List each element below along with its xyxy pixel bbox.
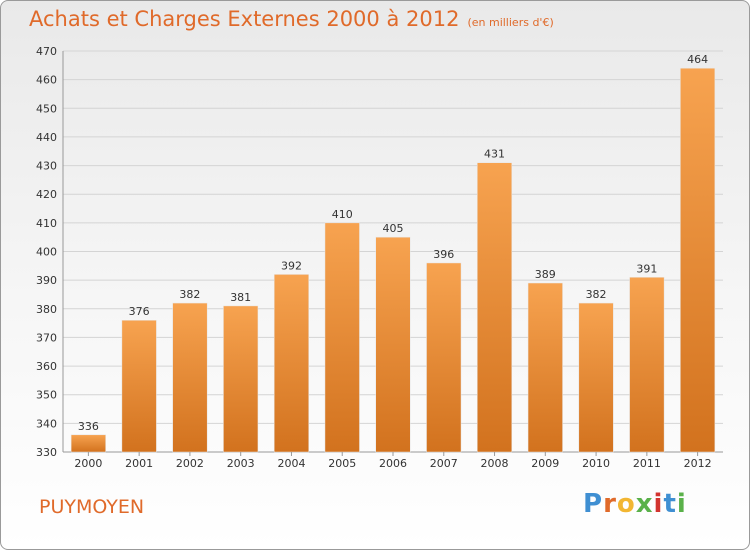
data-label-2003: 381 bbox=[230, 291, 251, 304]
data-label-2006: 405 bbox=[383, 222, 404, 235]
data-label-2005: 410 bbox=[332, 208, 353, 221]
bar-2007 bbox=[426, 262, 462, 453]
logo-letter: i bbox=[653, 489, 664, 519]
data-label-2009: 389 bbox=[535, 268, 556, 281]
commune-name: PUYMOYEN bbox=[39, 496, 145, 518]
chart-title-text: Achats et Charges Externes 2000 à 2012 bbox=[29, 7, 460, 31]
x-tick-label-2002: 2002 bbox=[176, 457, 204, 470]
proxiti-logo: Proxiti bbox=[583, 489, 687, 519]
bars bbox=[70, 67, 716, 453]
data-label-2008: 431 bbox=[484, 148, 505, 161]
y-tick-label: 420 bbox=[36, 188, 57, 201]
bar-2012 bbox=[680, 67, 716, 453]
data-label-2011: 391 bbox=[636, 262, 657, 275]
y-tick-label: 370 bbox=[36, 331, 57, 344]
x-tick-label-2008: 2008 bbox=[481, 457, 509, 470]
x-tick-label-2000: 2000 bbox=[74, 457, 102, 470]
bar-2000 bbox=[70, 434, 106, 453]
x-tick-label-2006: 2006 bbox=[379, 457, 407, 470]
logo-letter: t bbox=[663, 489, 677, 519]
x-tick-label-2011: 2011 bbox=[633, 457, 661, 470]
bar-2001 bbox=[121, 319, 157, 453]
bar-2004 bbox=[273, 274, 309, 453]
bar-2008 bbox=[477, 162, 513, 453]
data-label-2004: 392 bbox=[281, 259, 302, 272]
x-tick-label-2001: 2001 bbox=[125, 457, 153, 470]
bar-2005 bbox=[324, 222, 360, 453]
chart-subtitle: (en milliers d'€) bbox=[467, 16, 554, 29]
y-tick-labels: 330 340 350 360 370 380 390 400 410 420 430 440 450 4… bbox=[36, 45, 57, 459]
data-labels: 336 376 382 381 392 410 405 396 431 389 382 391 464 bbox=[78, 53, 708, 433]
bar-2009 bbox=[527, 282, 563, 453]
data-label-2010: 382 bbox=[586, 288, 607, 301]
y-tick-label: 470 bbox=[36, 45, 57, 58]
y-tick-label: 340 bbox=[36, 417, 57, 430]
x-tick-label-2010: 2010 bbox=[582, 457, 610, 470]
bar-2011 bbox=[629, 277, 665, 453]
bar-2003 bbox=[223, 305, 259, 453]
bar-2002 bbox=[172, 302, 208, 453]
y-tick-label: 380 bbox=[36, 303, 57, 316]
y-tick-label: 440 bbox=[36, 131, 57, 144]
x-tick-label-2012: 2012 bbox=[684, 457, 712, 470]
x-tick-label-2003: 2003 bbox=[227, 457, 255, 470]
x-tick-label-2009: 2009 bbox=[531, 457, 559, 470]
logo-letter: i bbox=[676, 489, 687, 519]
y-tick-label: 330 bbox=[36, 446, 57, 459]
y-tick-label: 460 bbox=[36, 74, 57, 87]
data-label-2000: 336 bbox=[78, 420, 99, 433]
y-tick-label: 390 bbox=[36, 274, 57, 287]
x-tick-label-2005: 2005 bbox=[328, 457, 356, 470]
chart-title: Achats et Charges Externes 2000 à 2012 (e… bbox=[29, 7, 554, 31]
data-label-2007: 396 bbox=[433, 248, 454, 261]
data-label-2001: 376 bbox=[129, 305, 150, 318]
x-tick-labels: 2000 2001 2002 2003 2004 2005 2006 2007 2008 2009… bbox=[74, 452, 712, 470]
logo-letter: P bbox=[583, 489, 604, 519]
x-tick-label-2004: 2004 bbox=[277, 457, 305, 470]
x-tick-label-2007: 2007 bbox=[430, 457, 458, 470]
y-tick-label: 350 bbox=[36, 389, 57, 402]
data-label-2012: 464 bbox=[687, 53, 708, 66]
y-tick-label: 450 bbox=[36, 102, 57, 115]
logo-letter: o bbox=[616, 489, 636, 519]
y-tick-label: 430 bbox=[36, 160, 57, 173]
y-tick-label: 400 bbox=[36, 246, 57, 259]
bar-2006 bbox=[375, 236, 411, 453]
data-label-2002: 382 bbox=[179, 288, 200, 301]
y-tick-label: 410 bbox=[36, 217, 57, 230]
bar-2010 bbox=[578, 302, 614, 453]
logo-letter: r bbox=[603, 489, 617, 519]
logo-letter: x bbox=[635, 489, 654, 519]
y-tick-label: 360 bbox=[36, 360, 57, 373]
